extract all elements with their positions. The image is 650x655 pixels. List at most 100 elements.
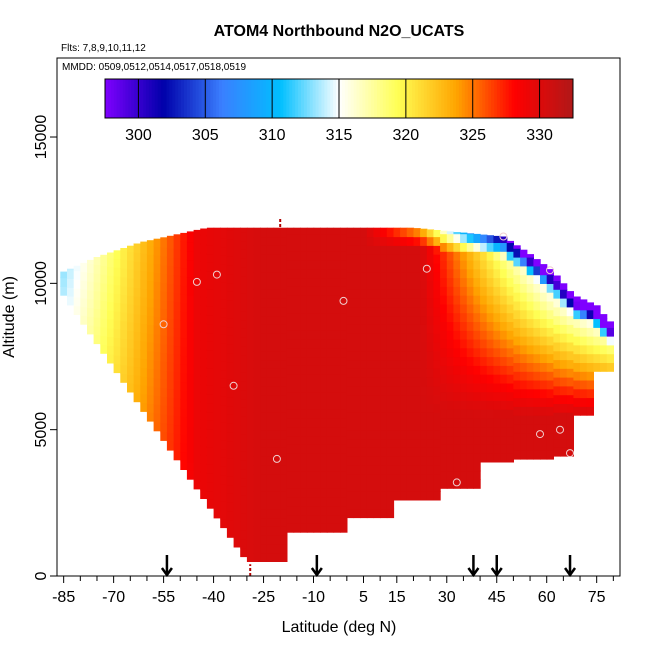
heatmap-cell bbox=[100, 254, 108, 258]
heatmap-cell bbox=[353, 289, 361, 299]
heatmap-cell bbox=[166, 379, 175, 390]
heatmap-cell bbox=[246, 377, 255, 387]
colorbar-swatch bbox=[502, 79, 507, 118]
heatmap-cell bbox=[506, 295, 514, 305]
heatmap-cell bbox=[273, 473, 281, 483]
heatmap-cell bbox=[273, 236, 281, 246]
heatmap-cell bbox=[440, 230, 448, 235]
heatmap-cell bbox=[133, 269, 141, 280]
heatmap-cell bbox=[173, 363, 181, 373]
heatmap-cell bbox=[200, 419, 208, 429]
heatmap-cell bbox=[500, 242, 508, 252]
heatmap-cell bbox=[226, 282, 235, 292]
colorbar-swatch bbox=[426, 79, 431, 118]
heatmap-cell bbox=[286, 444, 295, 454]
heatmap-cell bbox=[253, 298, 261, 308]
heatmap-cell bbox=[286, 488, 295, 498]
heatmap-cell bbox=[500, 321, 508, 331]
heatmap-cell bbox=[560, 298, 568, 308]
heatmap-cell bbox=[460, 242, 468, 252]
heatmap-cell bbox=[500, 435, 508, 445]
y-tick-label: 0 bbox=[33, 571, 50, 580]
heatmap-cell bbox=[200, 445, 208, 456]
heatmap-cell bbox=[253, 552, 261, 562]
heatmap-cell bbox=[560, 438, 568, 448]
heatmap-cell bbox=[253, 526, 261, 536]
heatmap-cell bbox=[533, 283, 541, 293]
heatmap-cell bbox=[360, 227, 368, 238]
heatmap-cell bbox=[393, 227, 401, 238]
heatmap-cell bbox=[140, 241, 148, 245]
heatmap-cell bbox=[226, 273, 235, 284]
colorbar-swatch bbox=[134, 79, 138, 118]
heatmap-cell bbox=[380, 227, 388, 238]
heatmap-cell bbox=[546, 415, 554, 425]
heatmap-cell bbox=[240, 486, 248, 496]
heatmap-cell bbox=[306, 444, 315, 454]
heatmap-cell bbox=[266, 473, 275, 483]
heatmap-cell bbox=[486, 409, 494, 419]
heatmap-cell bbox=[127, 312, 135, 323]
heatmap-cell bbox=[286, 382, 295, 393]
heatmap-cell bbox=[153, 369, 161, 379]
heatmap-cell bbox=[233, 485, 241, 495]
heatmap-cell bbox=[400, 227, 408, 238]
heatmap-cell bbox=[333, 365, 341, 375]
heatmap-cell bbox=[273, 464, 281, 475]
heatmap-cell bbox=[146, 368, 155, 378]
heatmap-cell bbox=[340, 303, 348, 314]
colorbar-swatch bbox=[385, 79, 390, 118]
heatmap-cell bbox=[260, 508, 268, 519]
heatmap-cell bbox=[146, 403, 155, 413]
heatmap-cell bbox=[200, 340, 208, 350]
heatmap-cell bbox=[173, 249, 181, 259]
heatmap-cell bbox=[420, 350, 428, 361]
heatmap-cell bbox=[433, 254, 441, 264]
heatmap-cell bbox=[373, 236, 381, 246]
heatmap-cell bbox=[346, 262, 355, 273]
heatmap-cell bbox=[206, 446, 215, 456]
heatmap-cell bbox=[320, 251, 328, 261]
heatmap-cell bbox=[293, 444, 301, 454]
heatmap-cell bbox=[406, 262, 415, 273]
heatmap-cell bbox=[113, 355, 121, 365]
heatmap-cell bbox=[593, 336, 601, 346]
colorbar-swatch bbox=[295, 79, 299, 118]
heatmap-cell bbox=[166, 248, 175, 258]
heatmap-cell bbox=[80, 280, 88, 290]
heatmap-cell bbox=[193, 313, 201, 323]
heatmap-cell bbox=[280, 412, 288, 422]
heatmap-cell bbox=[460, 233, 468, 243]
heatmap-cell bbox=[253, 429, 261, 440]
heatmap-cell bbox=[480, 338, 488, 349]
heatmap-cell bbox=[440, 409, 448, 419]
heatmap-cell bbox=[573, 362, 581, 372]
heatmap-cell bbox=[166, 309, 175, 319]
heatmap-cell bbox=[206, 367, 215, 377]
heatmap-cell bbox=[67, 268, 75, 271]
heatmap-cell bbox=[113, 311, 121, 321]
colorbar-swatch bbox=[321, 79, 325, 118]
heatmap-cell bbox=[413, 333, 421, 343]
colorbar-swatch bbox=[412, 79, 416, 118]
heatmap-cell bbox=[533, 353, 541, 363]
heatmap-cell bbox=[286, 303, 295, 314]
heatmap-cell bbox=[533, 259, 541, 267]
heatmap-cell bbox=[120, 259, 128, 269]
heatmap-cell bbox=[380, 289, 388, 299]
heatmap-cell bbox=[373, 368, 381, 378]
heatmap-cell bbox=[253, 385, 261, 396]
heatmap-cell bbox=[313, 523, 321, 533]
heatmap-cell bbox=[540, 300, 548, 311]
heatmap-cell bbox=[300, 330, 308, 340]
heatmap-cell bbox=[353, 333, 361, 343]
heatmap-cell bbox=[340, 374, 348, 384]
heatmap-cell bbox=[113, 328, 121, 338]
heatmap-cell bbox=[326, 479, 335, 489]
colorbar-swatch bbox=[189, 79, 194, 118]
heatmap-cell bbox=[466, 409, 475, 419]
heatmap-cell bbox=[513, 257, 521, 267]
heatmap-cell bbox=[260, 254, 268, 264]
colorbar-swatch bbox=[175, 79, 179, 118]
heatmap-cell bbox=[326, 426, 335, 437]
